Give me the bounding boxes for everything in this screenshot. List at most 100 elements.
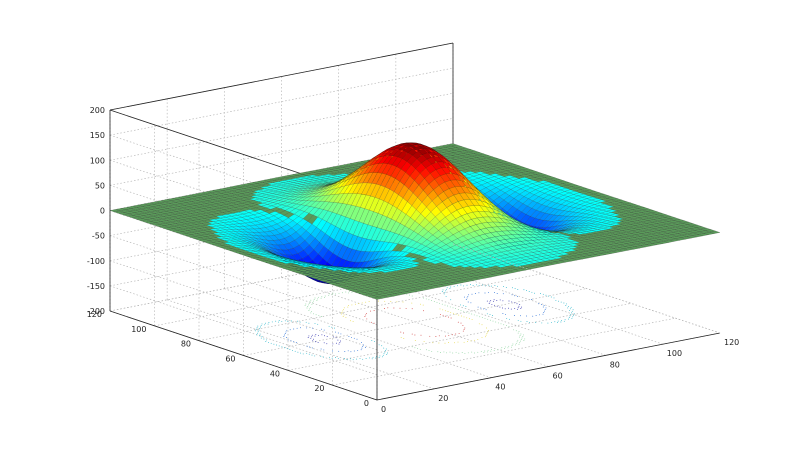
contour-point <box>447 311 449 312</box>
contour-point <box>369 357 371 359</box>
contour-point <box>554 321 556 323</box>
contour-point <box>464 352 466 354</box>
contour-point <box>519 304 521 306</box>
contour-point <box>487 291 489 293</box>
contour-point <box>504 346 506 348</box>
contour-point <box>466 284 468 286</box>
contour-point <box>320 355 322 357</box>
contour-point <box>519 335 521 337</box>
contour-point <box>517 289 519 290</box>
surface-mesh <box>109 142 721 300</box>
contour-point <box>450 311 452 313</box>
axis-line <box>109 42 454 111</box>
contour-point <box>465 299 467 300</box>
contour-point <box>378 357 380 358</box>
contour-point <box>296 327 298 329</box>
contour-point <box>516 296 518 298</box>
contour-point <box>465 306 467 308</box>
y-tick-label: 100 <box>131 325 146 334</box>
contour-point <box>511 294 513 296</box>
contour-point <box>311 310 312 312</box>
contour-point <box>317 298 319 300</box>
contour-point <box>297 351 299 353</box>
contour-point <box>463 285 465 287</box>
contour-point <box>403 332 404 334</box>
contour-point <box>324 335 325 337</box>
contour-point <box>308 335 310 337</box>
contour-point <box>362 358 364 360</box>
y-tick-label: 80 <box>181 340 191 349</box>
contour-point <box>508 325 510 327</box>
contour-point <box>390 301 392 302</box>
contour-point <box>464 327 466 329</box>
contour-point <box>287 321 289 323</box>
front-axes <box>109 243 721 401</box>
contour-point <box>511 301 513 303</box>
contour-point <box>429 335 431 337</box>
contour-point <box>422 304 424 306</box>
contour-point <box>312 327 314 329</box>
contour-point <box>396 301 398 303</box>
contour-point <box>267 323 269 325</box>
z-tick-label: -200 <box>87 307 105 316</box>
contour-point <box>364 316 366 317</box>
contour-point <box>338 350 340 352</box>
contour-point <box>488 284 490 286</box>
contour-point <box>372 356 374 358</box>
contour-point <box>385 350 387 352</box>
contour-point <box>352 321 354 323</box>
contour-point <box>343 358 345 360</box>
contour-point <box>315 314 317 316</box>
contour-point <box>526 321 528 322</box>
contour-point <box>313 313 314 315</box>
contour-point <box>484 317 486 319</box>
contour-point <box>455 351 457 353</box>
contour-point <box>378 344 380 346</box>
contour-point <box>258 329 260 331</box>
contour-point <box>558 300 560 302</box>
contour-point <box>326 336 328 338</box>
contour-point <box>268 322 270 323</box>
contour-point <box>306 307 308 309</box>
contour-point <box>486 333 488 335</box>
contour-point <box>411 295 413 297</box>
contour-point <box>266 339 268 341</box>
contour-point <box>375 356 377 358</box>
contour-point <box>502 313 504 314</box>
contour-point <box>514 288 516 290</box>
z-tick-label: -50 <box>92 232 105 241</box>
contour-point <box>451 334 453 336</box>
contour-point <box>420 303 422 305</box>
contour-point <box>328 293 330 295</box>
contour-point <box>449 306 451 308</box>
contour-point <box>529 321 531 323</box>
contour-point <box>271 321 273 323</box>
contour-point <box>467 295 469 297</box>
contour-point <box>400 337 402 339</box>
contour-point <box>462 325 464 327</box>
contour-point <box>516 341 518 343</box>
contour-point <box>474 293 476 294</box>
contour-point <box>452 352 454 354</box>
contour-point <box>453 285 455 287</box>
contour-point <box>304 305 306 307</box>
z-tick-label: -150 <box>87 282 105 291</box>
contour-point <box>526 315 528 317</box>
contour-point <box>485 309 487 311</box>
contour-point <box>513 315 515 316</box>
contour-point <box>548 295 550 297</box>
contour-point <box>447 305 449 307</box>
contour-point <box>281 346 283 348</box>
contour-point <box>521 337 523 339</box>
contour-point <box>373 322 375 324</box>
contour-point <box>383 353 385 355</box>
contour-point <box>293 341 295 343</box>
contour-point <box>457 285 458 287</box>
grid-line <box>243 288 587 356</box>
contour-point <box>520 308 522 310</box>
contour-point <box>571 312 572 314</box>
contour-point <box>338 292 340 294</box>
contour-point <box>357 349 359 351</box>
contour-point <box>347 350 349 352</box>
contour-point <box>354 303 356 305</box>
